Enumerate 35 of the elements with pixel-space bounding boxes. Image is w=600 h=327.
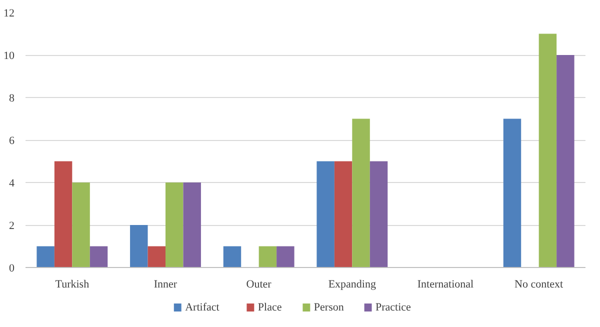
legend-label: Practice bbox=[376, 302, 412, 314]
y-tick-label: 0 bbox=[9, 262, 15, 274]
legend-label: Person bbox=[314, 302, 344, 314]
y-tick-label: 2 bbox=[9, 220, 14, 232]
bar bbox=[130, 225, 148, 268]
y-tick-label: 8 bbox=[9, 92, 15, 104]
bar bbox=[36, 246, 54, 268]
bar bbox=[166, 182, 184, 268]
x-tick-label: Inner bbox=[154, 278, 178, 290]
x-tick-label: Outer bbox=[246, 278, 272, 290]
bar bbox=[72, 182, 90, 268]
bar bbox=[352, 118, 370, 268]
bar bbox=[90, 246, 108, 268]
bar bbox=[258, 246, 277, 268]
x-tick-label: No context bbox=[514, 278, 564, 290]
bar bbox=[148, 246, 166, 268]
bar bbox=[223, 246, 242, 268]
y-tick-label: 6 bbox=[9, 135, 15, 147]
y-tick-label: 12 bbox=[4, 8, 14, 20]
bar bbox=[370, 161, 388, 268]
bar bbox=[503, 118, 522, 268]
bar bbox=[276, 246, 294, 268]
bar bbox=[54, 161, 72, 268]
bar bbox=[556, 55, 574, 268]
y-tick-label: 4 bbox=[9, 178, 15, 190]
y-tick-label: 10 bbox=[4, 50, 15, 62]
bar bbox=[316, 161, 334, 268]
x-tick-label: Expanding bbox=[328, 278, 376, 290]
legend-label: Place bbox=[258, 302, 282, 314]
x-tick-label: International bbox=[417, 278, 474, 290]
x-tick-label: Turkish bbox=[55, 278, 90, 290]
bar bbox=[334, 161, 352, 268]
bar bbox=[183, 182, 201, 268]
bar bbox=[538, 34, 557, 268]
legend-label: Artifact bbox=[185, 302, 220, 314]
